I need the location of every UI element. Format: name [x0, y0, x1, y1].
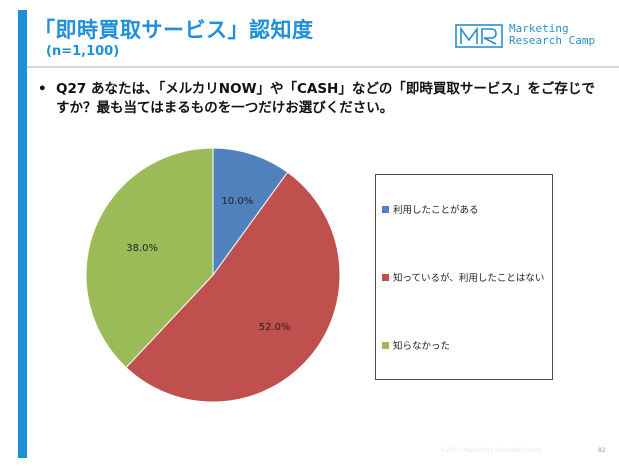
- page-title: 「即時買取サービス」認知度: [34, 18, 314, 42]
- mr-logo-icon: [455, 24, 503, 48]
- header-divider: [27, 66, 619, 68]
- pie-value-label: 38.0%: [126, 243, 158, 254]
- legend-item-known-not-used: 知っているが、利用したことはない: [382, 270, 544, 284]
- pie-value-label: 52.0%: [259, 322, 291, 333]
- accent-bar: [18, 10, 27, 458]
- bullet: •: [38, 81, 47, 97]
- logo: Marketing Research Camp: [455, 22, 605, 56]
- legend-label: 知らなかった: [393, 341, 451, 352]
- pie-slice-not-known: [85, 147, 214, 369]
- chart-legend: 利用したことがある 知っているが、利用したことはない 知らなかった: [375, 174, 553, 380]
- legend-item-used: 利用したことがある: [382, 202, 479, 216]
- pie-slice-known-not-used: [125, 171, 341, 403]
- legend-item-not-known: 知らなかった: [382, 338, 450, 352]
- question-block: • Q27 あなたは、「メルカリNOW」や「CASH」などの「即時買取サービス」…: [38, 80, 608, 118]
- legend-label: 利用したことがある: [393, 205, 479, 216]
- logo-text: Marketing Research Camp: [509, 23, 595, 47]
- logo-line-1: Marketing: [509, 22, 569, 35]
- legend-swatch: [382, 206, 389, 213]
- sample-size: (n=1,100): [46, 44, 120, 59]
- pie-slices: [85, 147, 341, 403]
- pie-value-label: 10.0%: [221, 196, 253, 207]
- legend-swatch: [382, 342, 389, 349]
- logo-line-2: Research Camp: [509, 34, 596, 47]
- pie-slice-used: [212, 147, 289, 277]
- footer-copyright: ©2017 Marketing Research Camp: [440, 447, 542, 454]
- page-number: 82: [598, 447, 606, 454]
- pie-labels: 10.0% 52.0% 38.0%: [126, 196, 290, 333]
- question-text: Q27 あなたは、「メルカリNOW」や「CASH」などの「即時買取サービス」をご…: [56, 81, 595, 116]
- legend-label: 知っているが、利用したことはない: [393, 273, 545, 284]
- legend-swatch: [382, 274, 389, 281]
